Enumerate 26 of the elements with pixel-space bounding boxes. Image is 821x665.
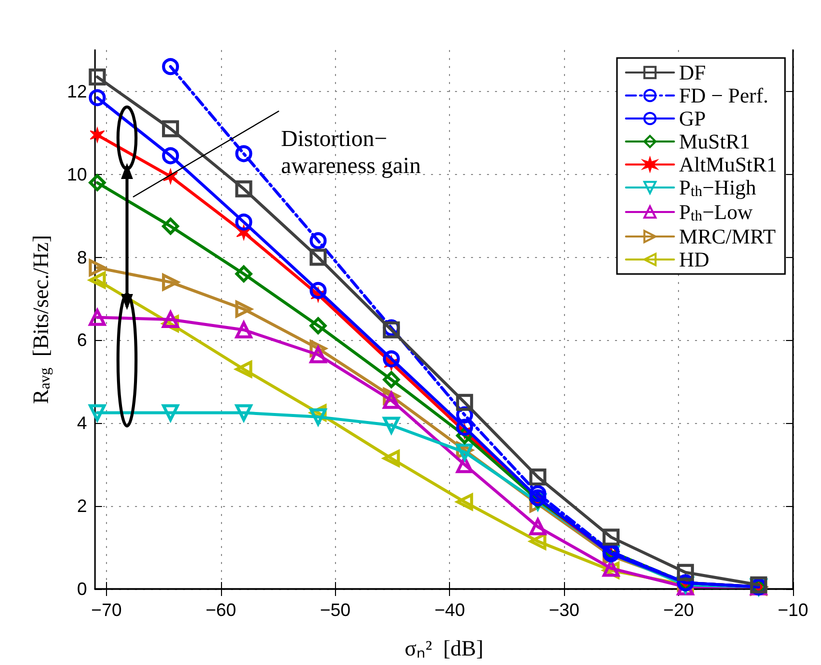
y-tick-label: 10 [66,164,87,184]
legend-label: MRC/MRT [678,224,776,248]
y-tick-label: 0 [76,579,87,599]
x-tick-label: −30 [548,600,580,620]
legend-label: GP [678,106,706,130]
legend-label: DF [678,60,706,84]
x-tick-label: −50 [320,600,351,620]
y-tick-label: 8 [76,247,87,268]
x-tick-label: −60 [206,600,236,620]
legend-label: MuStR1 [678,130,750,154]
y-axis-title: Ravg [Bits/sec./Hz] [28,235,54,404]
legend-label: AltMuStR1 [678,152,778,176]
legend-label: HD [678,248,710,272]
legend-label: Pth−High [678,176,757,200]
x-axis-title: σₙ² [dB] [404,636,484,660]
legend-label: FD − Perf. [678,84,768,108]
y-tick-label: 4 [76,413,87,434]
x-tick-label: −10 [778,600,808,620]
annotation: Distortion− awareness gain [281,125,421,179]
x-tick-label: −70 [91,600,122,620]
legend-label: Pth−Low [678,200,754,224]
x-tick-label: −20 [663,600,694,620]
y-tick-label: 6 [76,330,87,350]
x-tick-label: −40 [434,600,465,620]
y-tick-label: 2 [76,496,87,516]
y-tick-label: 12 [66,81,87,102]
